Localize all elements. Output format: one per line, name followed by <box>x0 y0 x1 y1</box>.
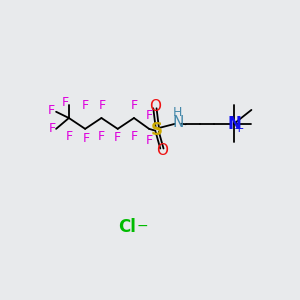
Text: F: F <box>99 99 106 112</box>
Text: F: F <box>48 122 56 135</box>
Text: −: − <box>136 218 148 233</box>
Text: F: F <box>61 96 68 109</box>
Text: S: S <box>151 121 163 139</box>
Text: F: F <box>82 99 89 112</box>
Text: O: O <box>149 99 161 114</box>
Text: F: F <box>146 134 153 147</box>
Text: Cl: Cl <box>118 218 136 236</box>
Text: O: O <box>156 143 168 158</box>
Text: F: F <box>65 130 73 143</box>
Text: F: F <box>83 132 90 145</box>
Text: F: F <box>114 131 121 144</box>
Text: N: N <box>227 115 241 133</box>
Text: N: N <box>172 115 184 130</box>
Text: H: H <box>172 106 182 119</box>
Text: F: F <box>130 99 138 112</box>
Text: F: F <box>130 130 138 143</box>
Text: +: + <box>233 122 244 135</box>
Text: F: F <box>146 109 153 122</box>
Text: F: F <box>47 104 55 117</box>
Text: F: F <box>98 130 105 143</box>
